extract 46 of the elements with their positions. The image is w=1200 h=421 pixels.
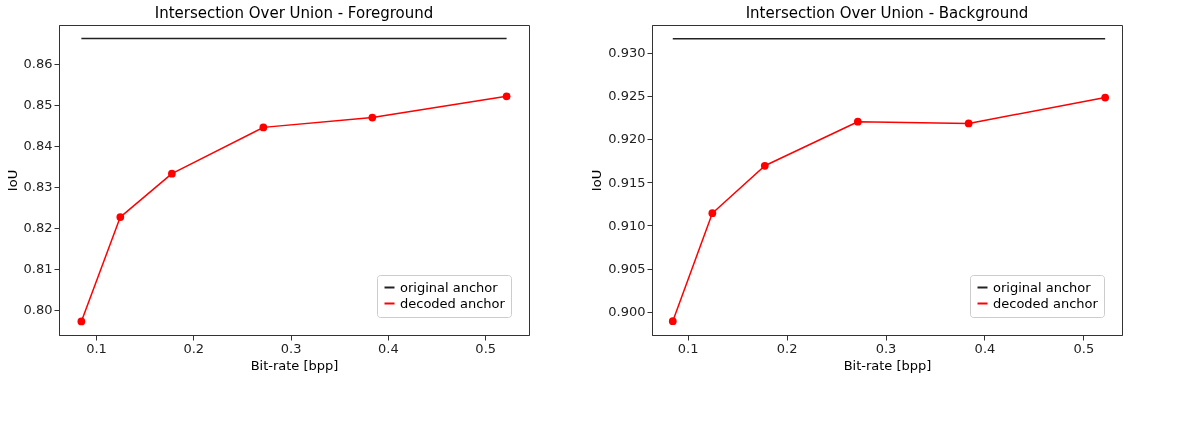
point bbox=[502, 92, 511, 101]
x-tick-label: 0.1 bbox=[86, 340, 107, 356]
point bbox=[116, 213, 125, 221]
point bbox=[259, 123, 268, 132]
x-tick-label: 0.2 bbox=[776, 340, 798, 356]
y-tick-label: 0.910 bbox=[608, 217, 646, 233]
y-axis-title: IoU bbox=[589, 169, 605, 192]
x-axis-title: Bit-rate [bpp] bbox=[250, 357, 339, 373]
y-tick-label: 0.85 bbox=[23, 97, 53, 113]
x-axis-title: Bit-rate [bpp] bbox=[843, 357, 932, 373]
legend-label: decoded anchor bbox=[993, 295, 1099, 311]
point bbox=[853, 117, 862, 126]
y-tick-label: 0.925 bbox=[608, 88, 646, 104]
x-tick-label: 0.3 bbox=[280, 340, 302, 356]
y-tick-label: 0.81 bbox=[23, 261, 53, 277]
point bbox=[964, 119, 973, 128]
y-tick-label: 0.84 bbox=[23, 138, 53, 154]
point bbox=[760, 161, 769, 170]
y-tick-label: 0.83 bbox=[23, 179, 53, 195]
point bbox=[668, 317, 677, 326]
y-tick-label: 0.80 bbox=[23, 302, 53, 318]
chart-title: Intersection Over Union - Background bbox=[745, 4, 1029, 22]
legend-label: decoded anchor bbox=[400, 295, 506, 311]
x-tick-label: 0.1 bbox=[677, 340, 699, 356]
y-tick-label: 0.905 bbox=[608, 261, 646, 277]
x-tick-label: 0.5 bbox=[475, 340, 497, 356]
y-tick-label: 0.82 bbox=[23, 220, 53, 236]
point bbox=[168, 169, 176, 178]
point bbox=[1101, 93, 1110, 102]
x-tick-label: 0.4 bbox=[974, 340, 996, 356]
x-tick-label: 0.2 bbox=[183, 340, 205, 356]
y-tick-label: 0.920 bbox=[608, 131, 646, 147]
y-tick-label: 0.915 bbox=[608, 174, 646, 190]
chart-title: Intersection Over Union - Foreground bbox=[154, 4, 434, 22]
point bbox=[77, 317, 86, 326]
x-tick-label: 0.5 bbox=[1073, 340, 1095, 356]
point bbox=[368, 113, 377, 122]
point bbox=[708, 209, 717, 218]
y-tick-label: 0.900 bbox=[608, 304, 646, 320]
x-tick-label: 0.3 bbox=[875, 340, 897, 356]
y-tick-label: 0.86 bbox=[23, 56, 53, 72]
y-tick-label: 0.930 bbox=[608, 45, 646, 61]
x-tick-label: 0.4 bbox=[378, 340, 399, 356]
legend-label: original anchor bbox=[993, 279, 1092, 295]
y-axis-title: IoU bbox=[4, 169, 20, 192]
legend-label: original anchor bbox=[400, 279, 499, 295]
